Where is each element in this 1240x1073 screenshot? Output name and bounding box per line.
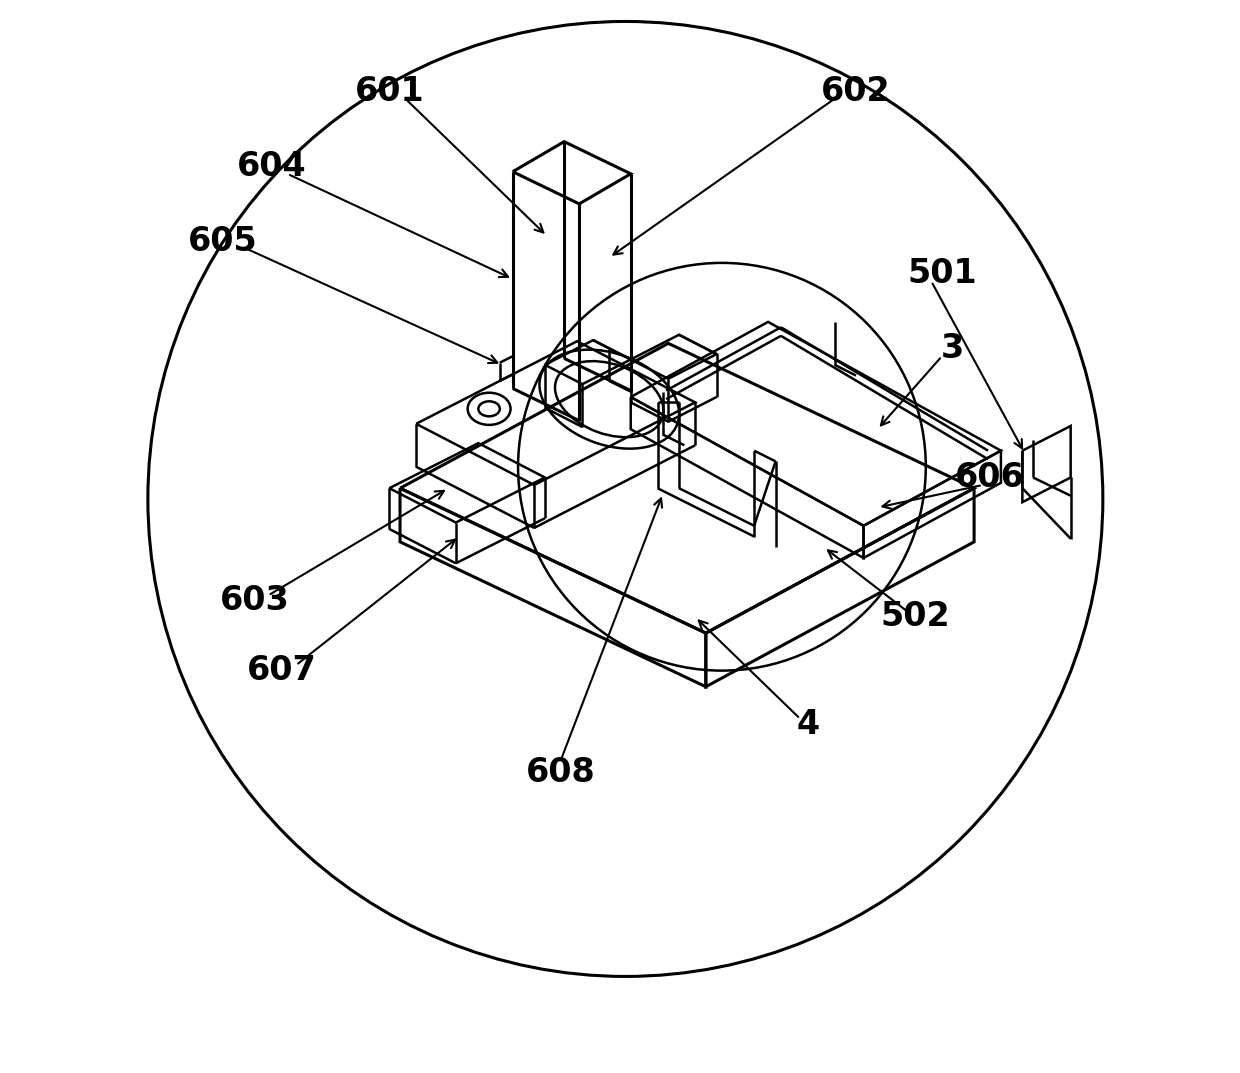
Text: 4: 4	[796, 708, 820, 740]
Text: 607: 607	[247, 655, 317, 687]
Text: 603: 603	[221, 585, 290, 617]
Text: 601: 601	[355, 75, 424, 107]
Text: 501: 501	[908, 258, 977, 290]
Text: 502: 502	[880, 601, 950, 633]
Text: 602: 602	[821, 75, 890, 107]
Text: 605: 605	[188, 225, 258, 258]
Text: 604: 604	[237, 150, 306, 182]
Text: 3: 3	[941, 333, 965, 365]
Text: 608: 608	[526, 756, 596, 789]
Text: 606: 606	[955, 461, 1025, 494]
